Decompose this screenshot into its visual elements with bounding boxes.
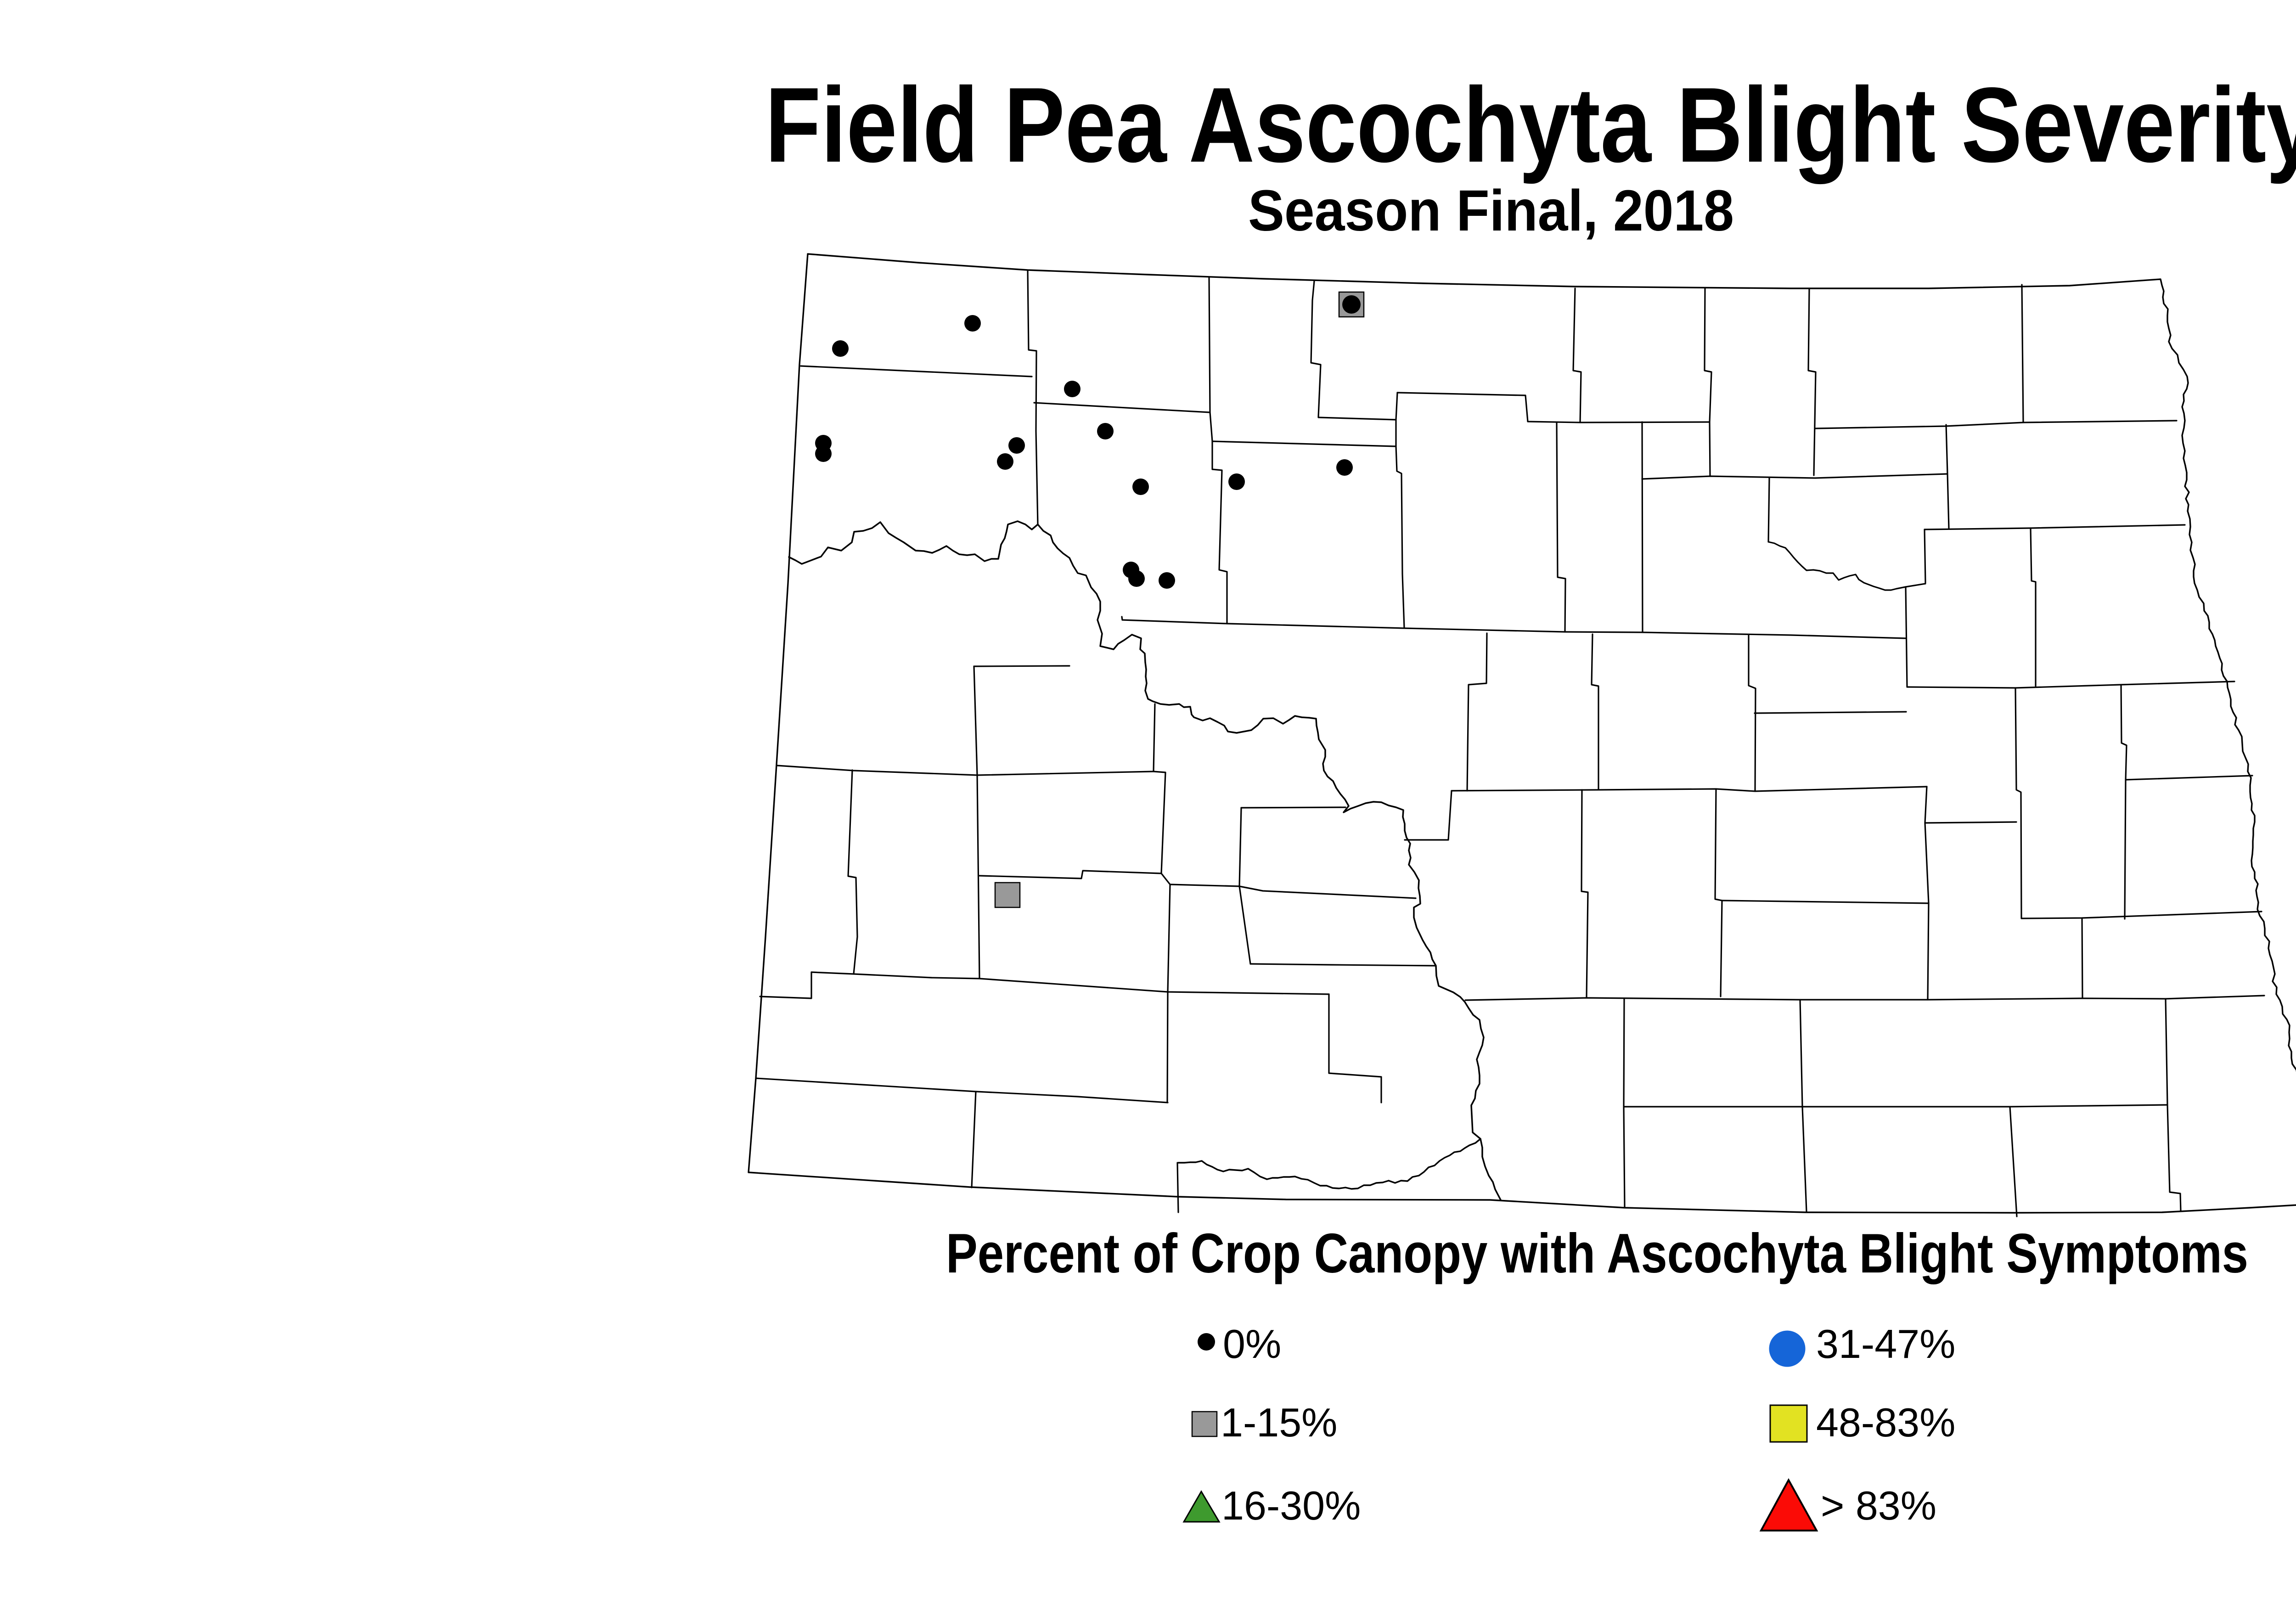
svg-text:0%: 0% [1223, 1321, 1281, 1367]
svg-text:Percent of Crop Canopy with As: Percent of Crop Canopy with Ascochyta Bl… [946, 1222, 2248, 1284]
svg-text:31-47%: 31-47% [1816, 1321, 1955, 1367]
svg-text:48-83%: 48-83% [1816, 1400, 1955, 1445]
svg-text:Season Final, 2018: Season Final, 2018 [1248, 178, 1734, 243]
svg-text:> 83%: > 83% [1821, 1483, 1936, 1528]
svg-text:1-15%: 1-15% [1221, 1400, 1337, 1445]
svg-text:Field Pea Ascochyta Blight Sev: Field Pea Ascochyta Blight Severity [765, 66, 2296, 185]
svg-text:16-30%: 16-30% [1221, 1483, 1361, 1528]
